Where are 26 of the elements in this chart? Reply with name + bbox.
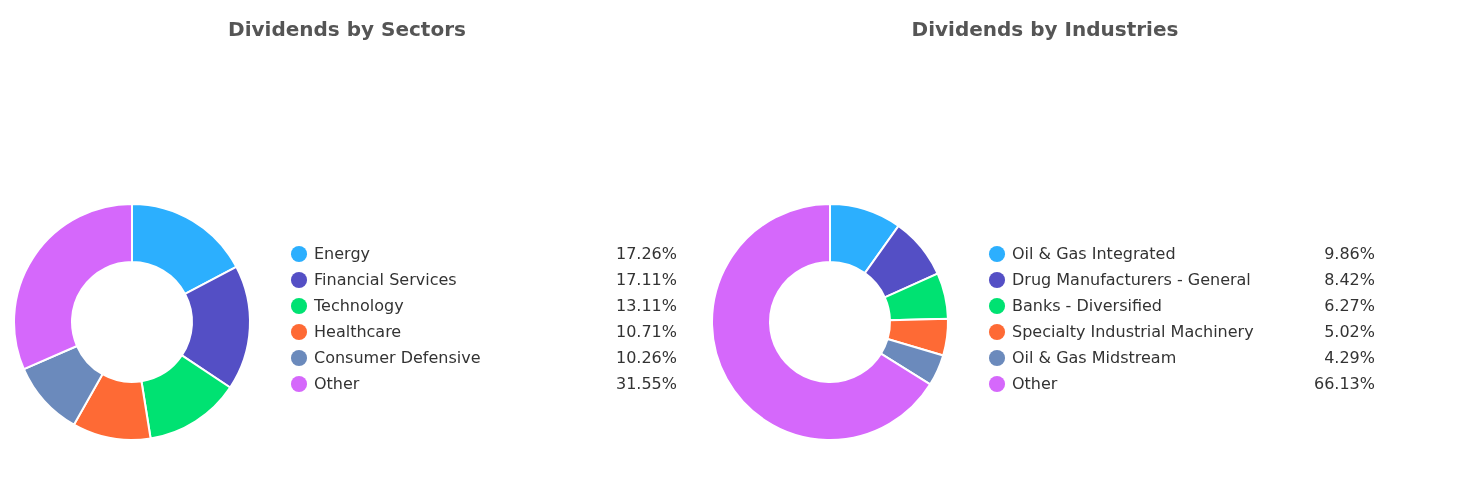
data-label: 10.71% xyxy=(615,322,677,341)
data-label: 8.42% xyxy=(1324,270,1375,289)
data-label: 4.29% xyxy=(1324,348,1375,367)
legend-label: Consumer Defensive xyxy=(314,348,481,367)
legend-label: Drug Manufacturers - General xyxy=(1012,270,1251,289)
legend-label: Healthcare xyxy=(314,322,402,341)
chart-title: Dividends by Industries xyxy=(911,17,1179,41)
data-label: 10.26% xyxy=(615,348,677,367)
data-label: 17.11% xyxy=(615,270,677,289)
chart-title: Dividends by Sectors xyxy=(228,17,466,41)
data-label: 13.11% xyxy=(615,296,677,315)
data-label: 5.02% xyxy=(1324,322,1375,341)
legend-label: Other xyxy=(314,374,360,393)
legend-label: Other xyxy=(1012,374,1058,393)
legend-label: Specialty Industrial Machinery xyxy=(1012,322,1254,341)
data-label: 31.55% xyxy=(615,374,677,393)
legend-label: Energy xyxy=(314,244,371,263)
legend-label: Technology xyxy=(313,296,404,315)
legend-label: Banks - Diversified xyxy=(1012,296,1162,315)
data-label: 9.86% xyxy=(1324,244,1375,263)
data-label: 6.27% xyxy=(1324,296,1375,315)
data-label: 66.13% xyxy=(1313,374,1375,393)
legend-label: Oil & Gas Midstream xyxy=(1012,348,1177,367)
legend-label: Financial Services xyxy=(314,270,457,289)
data-label: 17.26% xyxy=(615,244,677,263)
legend-label: Oil & Gas Integrated xyxy=(1012,244,1176,263)
